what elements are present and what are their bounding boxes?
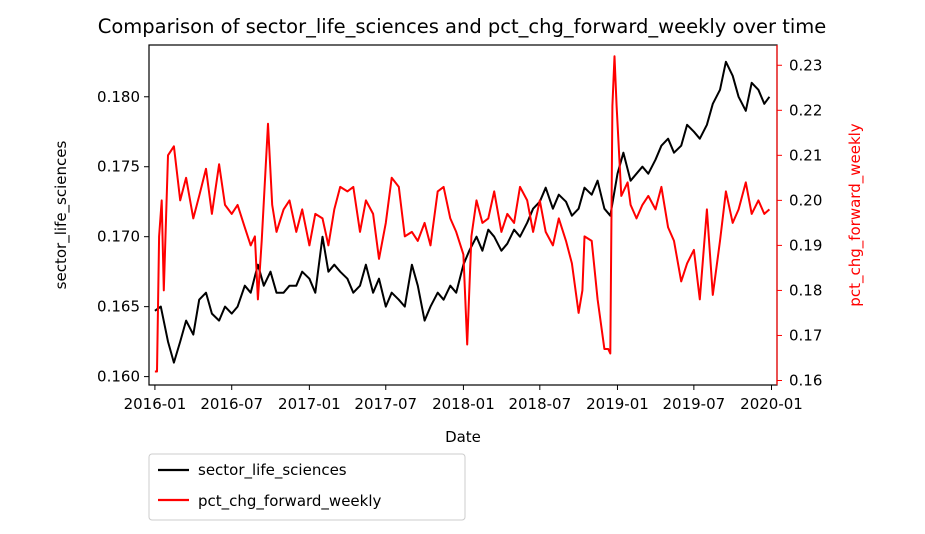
legend-label-pct-chg-forward-weekly: pct_chg_forward_weekly	[198, 492, 382, 511]
legend-box	[148, 453, 466, 521]
plot-area	[154, 55, 771, 373]
right-y-tick-label: 0.23	[789, 56, 822, 74]
x-tick-label: 2016-01	[124, 395, 187, 413]
left-y-axis: 0.160 0.165 0.170 0.175 0.180	[97, 88, 149, 386]
x-tick-label: 2016-07	[200, 395, 263, 413]
x-tick-label: 2020-01	[740, 395, 803, 413]
left-y-tick-label: 0.175	[97, 158, 140, 176]
x-tick-label: 2017-07	[354, 395, 417, 413]
x-axis-label: Date	[445, 428, 481, 446]
x-axis: 2016-01 2016-07 2017-01 2017-07 2018-01 2018-…	[124, 385, 803, 413]
x-tick-label: 2018-01	[432, 395, 495, 413]
series-line-pct-chg-forward-weekly	[154, 55, 771, 373]
x-tick-label: 2017-01	[278, 395, 341, 413]
left-y-axis-label: sector_life_sciences	[52, 141, 71, 290]
chart-title: Comparison of sector_life_sciences and p…	[98, 15, 827, 38]
right-y-tick-label: 0.16	[789, 371, 822, 389]
plot-frame	[148, 44, 778, 386]
series-line-sector-life-sciences	[154, 60, 771, 364]
left-y-tick-label: 0.160	[97, 368, 140, 386]
right-y-tick-label: 0.17	[789, 326, 822, 344]
right-y-tick-label: 0.21	[789, 146, 822, 164]
legend-label-sector-life-sciences: sector_life_sciences	[198, 461, 347, 480]
left-y-tick-label: 0.170	[97, 228, 140, 246]
x-tick-label: 2018-07	[508, 395, 571, 413]
right-y-tick-label: 0.18	[789, 281, 822, 299]
right-y-tick-label: 0.22	[789, 101, 822, 119]
left-y-tick-label: 0.165	[97, 298, 140, 316]
legend: sector_life_sciences pct_chg_forward_wee…	[148, 453, 466, 521]
left-y-tick-label: 0.180	[97, 88, 140, 106]
right-y-tick-label: 0.19	[789, 236, 822, 254]
x-tick-label: 2019-01	[586, 395, 649, 413]
right-y-axis: 0.16 0.17 0.18 0.19 0.20 0.21 0.22 0.23	[777, 56, 822, 389]
right-y-axis-label: pct_chg_forward_weekly	[846, 123, 865, 307]
x-tick-label: 2019-07	[663, 395, 726, 413]
right-y-tick-label: 0.20	[789, 191, 822, 209]
